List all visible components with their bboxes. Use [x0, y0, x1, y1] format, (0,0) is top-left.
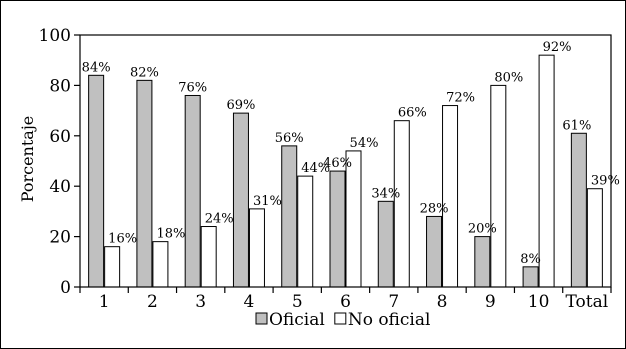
x-tick-label: 8: [437, 292, 448, 312]
legend: Oficial No oficial: [255, 310, 431, 330]
data-label-no-oficial: 72%: [446, 91, 475, 106]
data-label-oficial: 28%: [420, 201, 449, 216]
data-label-oficial: 34%: [371, 186, 400, 201]
bar-oficial: [522, 266, 539, 288]
legend-swatch: [255, 312, 268, 325]
data-label-oficial: 20%: [468, 222, 497, 237]
data-label-no-oficial: 18%: [156, 227, 185, 242]
data-label-oficial: 8%: [520, 252, 541, 267]
bar-no-oficial: [345, 150, 362, 288]
y-tick-label: 40: [49, 177, 71, 197]
data-label-oficial: 84%: [82, 60, 111, 75]
data-label-no-oficial: 24%: [205, 212, 234, 227]
data-label-no-oficial: 16%: [108, 232, 137, 247]
plot-area-border: [79, 34, 612, 288]
data-label-no-oficial: 80%: [494, 70, 523, 85]
data-label-oficial: 76%: [178, 80, 207, 95]
bar-oficial: [377, 200, 394, 288]
bar-oficial: [184, 94, 201, 288]
legend-label: Oficial: [269, 310, 325, 330]
bar-no-oficial: [442, 105, 459, 288]
data-label-oficial: 61%: [562, 118, 591, 133]
bar-no-oficial: [538, 54, 555, 288]
legend-swatch: [334, 312, 347, 325]
x-tick-label: 3: [195, 292, 206, 312]
bar-no-oficial: [152, 241, 169, 288]
data-label-no-oficial: 66%: [398, 106, 427, 121]
bar-no-oficial: [200, 226, 217, 288]
data-label-oficial: 82%: [130, 65, 159, 80]
data-label-oficial: 46%: [323, 156, 352, 171]
y-axis-title: Porcentaje: [18, 116, 37, 203]
y-tick-label: 60: [49, 127, 71, 147]
bar-oficial: [474, 236, 491, 288]
y-tick-label: 0: [60, 278, 71, 298]
bar-oficial: [426, 215, 443, 288]
data-label-no-oficial: 92%: [543, 40, 572, 55]
data-label-no-oficial: 31%: [253, 194, 282, 209]
legend-label: No oficial: [348, 310, 431, 330]
x-tick-label: 5: [292, 292, 303, 312]
data-label-oficial: 56%: [275, 131, 304, 146]
y-tick-label: 20: [49, 228, 71, 248]
data-label-no-oficial: 39%: [591, 174, 620, 189]
x-tick-label: Total: [566, 292, 609, 312]
bar-oficial: [88, 74, 105, 288]
x-tick-label: 4: [244, 292, 255, 312]
bar-no-oficial: [490, 84, 507, 288]
x-tick-label: 6: [340, 292, 351, 312]
bar-no-oficial: [297, 175, 314, 288]
x-tick-label: 7: [388, 292, 399, 312]
bar-no-oficial: [586, 188, 603, 288]
y-tick-label: 80: [49, 76, 71, 96]
x-tick-label: 9: [485, 292, 496, 312]
bar-oficial: [232, 112, 249, 288]
bar-oficial: [329, 170, 346, 288]
data-label-no-oficial: 44%: [301, 161, 330, 176]
x-tick-label: 10: [528, 292, 550, 312]
x-tick-label: 2: [147, 292, 158, 312]
data-label-no-oficial: 54%: [350, 136, 379, 151]
bar-oficial: [281, 145, 298, 288]
bar-no-oficial: [248, 208, 265, 288]
bar-oficial: [570, 132, 587, 288]
bar-oficial: [136, 79, 153, 288]
x-tick-label: 1: [99, 292, 110, 312]
data-label-oficial: 69%: [227, 98, 256, 113]
bar-no-oficial: [104, 246, 121, 288]
bar-no-oficial: [393, 120, 410, 288]
y-tick-label: 100: [39, 26, 71, 46]
